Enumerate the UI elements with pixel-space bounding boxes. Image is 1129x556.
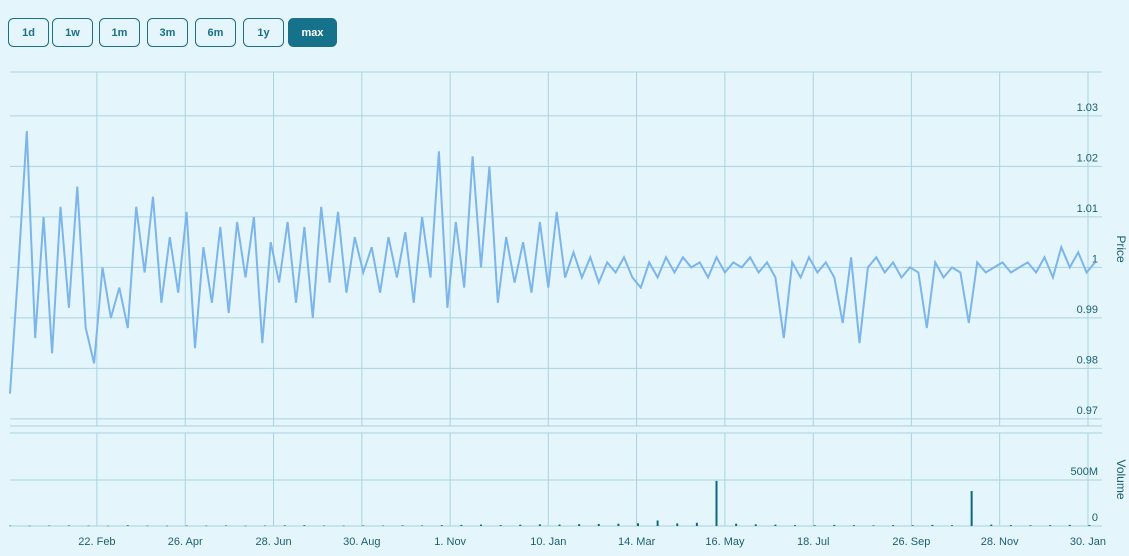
x-tick-label: 10. Jan [530,536,566,548]
volume-bar [519,524,522,526]
y-axis-title: Volume [1114,459,1128,499]
volume-bar [499,525,502,526]
volume-bar [597,523,600,526]
volume-bar [283,525,286,526]
range-button[interactable] [8,18,49,47]
volume-bar [244,525,247,527]
range-button[interactable] [195,18,236,47]
volume-bar [342,525,345,527]
volume-bar [107,525,110,527]
x-tick-label: 16. May [705,536,745,548]
price-line [9,131,1096,394]
y-tick-label: 0.99 [1077,304,1098,316]
volume-bar [1088,525,1091,526]
volume-bar [892,525,895,526]
volume-bar [676,523,679,526]
volume-bar [205,525,208,527]
volume-bar [715,480,718,526]
volume-bar [833,524,836,526]
volume-bar [911,525,914,526]
range-button-label[interactable]: 1d [22,27,35,39]
volume-bar [951,525,954,526]
range-button-label[interactable]: 6m [208,27,224,39]
volume-bar [578,524,581,526]
x-tick-label: 1. Nov [434,536,466,548]
range-button[interactable] [52,18,93,47]
volume-bar [126,525,129,526]
volume-bar [735,523,738,526]
volume-bar [990,524,993,526]
volume-bar [970,491,973,526]
x-tick-label: 26. Sep [892,536,930,548]
x-tick-label: 26. Apr [168,536,203,548]
volume-bar [421,525,424,526]
range-button-label[interactable]: 1m [112,27,128,39]
y-tick-label: 500M [1070,466,1098,478]
volume-bar [931,524,934,526]
range-button-label[interactable]: max [301,27,324,39]
y-tick-label: 1.02 [1077,152,1098,164]
volume-bar [617,523,620,526]
volume-bar [637,523,640,526]
volume-bar [9,525,11,527]
y-tick-label: 1.03 [1077,102,1098,114]
x-tick-label: 14. Mar [618,536,656,548]
volume-bar [656,520,659,526]
volume-bar [440,525,443,526]
volume-bar [852,525,855,526]
volume-bar [794,525,797,526]
y-tick-label: 1 [1092,253,1098,265]
volume-bar [48,525,51,527]
volume-bar [303,525,306,526]
volume-bar [166,525,169,527]
range-button-label[interactable]: 1y [257,27,270,39]
volume-bar [323,525,326,527]
range-button[interactable] [99,18,140,47]
volume-bar [460,524,463,526]
y-tick-label: 0.97 [1077,405,1098,417]
volume-bar [480,524,483,526]
range-button-label[interactable]: 3m [160,27,176,39]
range-button[interactable] [147,18,188,47]
x-tick-label: 30. Jan [1070,536,1106,548]
volume-bar [146,525,149,527]
volume-bar [401,525,404,526]
x-tick-label: 22. Feb [78,536,115,548]
volume-bar [381,525,384,527]
volume-bar [774,524,777,526]
x-tick-label: 28. Jun [255,536,291,548]
volume-bar [185,525,188,527]
volume-bar [872,525,875,526]
volume-bar [28,525,31,527]
range-button[interactable] [243,18,284,47]
x-tick-label: 18. Jul [797,536,829,548]
volume-bar [1049,525,1052,526]
range-button-label[interactable]: 1w [65,27,80,39]
volume-bar [695,522,698,526]
volume-bar [67,525,70,526]
volume-bar [1009,525,1012,526]
volume-bar [813,525,816,526]
range-button[interactable] [288,18,337,47]
volume-bar [1029,525,1032,526]
y-axis-title: Price [1114,235,1128,263]
volume-bar [754,524,757,526]
y-tick-label: 0 [1092,512,1098,524]
volume-bar [264,525,267,527]
volume-bar [224,525,227,526]
volume-bar [558,524,561,526]
volume-bar [362,525,365,526]
volume-bar [87,525,90,527]
x-tick-label: 28. Nov [981,536,1019,548]
x-tick-label: 30. Aug [343,536,380,548]
y-tick-label: 0.98 [1077,354,1098,366]
y-tick-label: 1.01 [1077,203,1098,215]
volume-bar [1068,524,1071,526]
volume-bar [538,524,541,526]
